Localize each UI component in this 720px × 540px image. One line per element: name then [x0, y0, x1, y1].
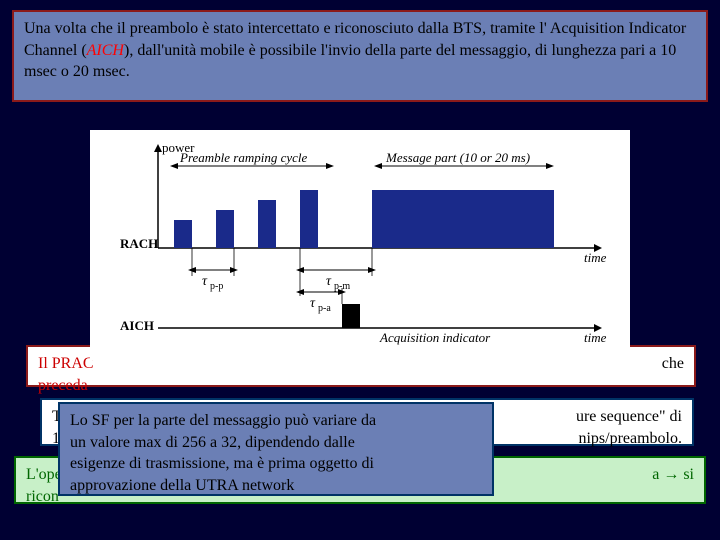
diagram-svg: power Preamble ramping cycle Message par… [90, 130, 630, 360]
label-tau-pa: τ [310, 296, 316, 311]
box5-l1: Lo SF per la parte del messaggio può var… [70, 410, 482, 432]
label-message: Message part (10 or 20 ms) [385, 150, 530, 165]
box3-l1r: ure sequence" di [576, 406, 682, 428]
rach-aich-timing-diagram: power Preamble ramping cycle Message par… [90, 130, 630, 360]
box2-right: che [662, 353, 684, 375]
box1-hl: AICH [87, 42, 124, 59]
label-aich: AICH [120, 318, 154, 333]
box5-l4: approvazione della UTRA network [70, 475, 482, 497]
label-tau-pa-sub: p-a [318, 303, 331, 314]
info-box-top: Una volta che il preambolo è stato inter… [12, 10, 708, 102]
info-box-5-overlay: Lo SF per la parte del messaggio può var… [58, 402, 494, 496]
box3-l2r: nips/preambolo. [578, 428, 682, 450]
box4-l1l: L'ope [26, 466, 62, 483]
label-tau-pp-sub: p-p [210, 281, 223, 292]
box4-l1r: a → si [652, 464, 694, 486]
label-rach: RACH [120, 236, 158, 251]
label-tau-pp: τ [202, 274, 208, 289]
box2-lead: Il PRAC [38, 355, 94, 372]
box5-l2: un valore max di 256 a 32, dipendendo da… [70, 432, 482, 454]
box4-l2: ricon [26, 488, 59, 505]
label-tau-pm: τ [326, 274, 332, 289]
label-time1: time [584, 250, 607, 265]
label-time2: time [584, 330, 607, 345]
label-acq: Acquisition indicator [379, 330, 491, 345]
box5-l3: esigenze di trasmissione, ma è prima ogg… [70, 453, 482, 475]
label-preamble: Preamble ramping cycle [179, 150, 308, 165]
box2-left2: preceda [38, 377, 88, 394]
